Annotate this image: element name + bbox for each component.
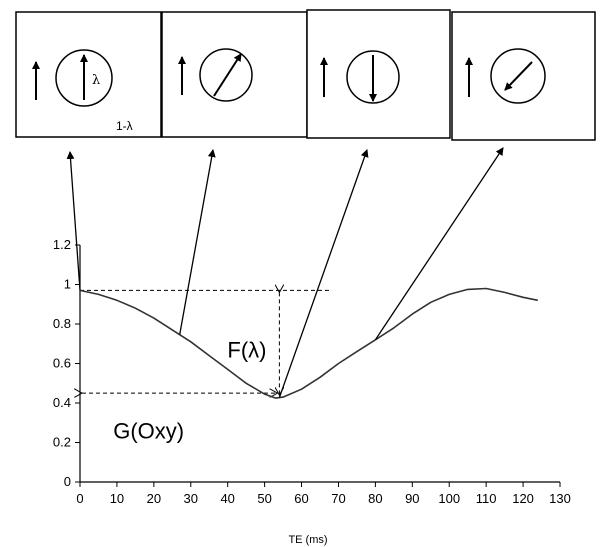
y-tick-label: 0.8 (53, 316, 71, 331)
x-tick-label: 120 (512, 491, 534, 506)
series-group (79, 287, 538, 399)
spin-lower-left-arrow-icon (504, 61, 533, 91)
y-tick-label: 1 (64, 277, 71, 292)
panel-pointer-arrow-1 (66, 151, 81, 291)
f-lambda-annotation: F(λ) (227, 338, 266, 363)
x-tick-label: 130 (549, 491, 571, 506)
x-tick-label: 10 (110, 491, 124, 506)
spin-panel-3 (306, 9, 451, 139)
reference-lines (80, 290, 332, 395)
spin-panel-2 (161, 11, 308, 138)
spin-panel-4 (451, 11, 596, 141)
x-tick-label: 30 (184, 491, 198, 506)
series-line-1 (79, 287, 538, 399)
x-tick-label: 80 (368, 491, 382, 506)
x-tick-label: 110 (476, 491, 497, 506)
spin-panels: λ 1-λ (15, 9, 596, 141)
spin-panel-1: λ 1-λ (15, 11, 162, 138)
spin-circle (490, 48, 546, 104)
panel-pointer-arrow-2 (179, 149, 216, 335)
axes: 0 10 20 30 40 50 60 70 80 90 100 110 120 130 0 0.2 0.4 0.… (53, 237, 571, 506)
y-tick-label: 0.6 (53, 356, 71, 371)
x-tick-label: 20 (147, 491, 161, 506)
spin-upper-right-arrow-icon (213, 53, 242, 97)
panel-pointer-arrow-3 (278, 149, 369, 398)
panel-pointer-arrow-4 (374, 147, 504, 341)
spin-circle (55, 49, 113, 107)
spin-circle (346, 50, 400, 104)
y-tick-label: 0 (64, 474, 71, 489)
panel-pointer-arrows (66, 147, 504, 398)
x-tick-label: 100 (438, 491, 460, 506)
x-axis-label: TE (ms) (288, 534, 327, 546)
x-tick-label: 40 (220, 491, 234, 506)
y-tick-label: 0.2 (53, 435, 71, 450)
lambda-label: λ (92, 73, 100, 88)
y-tick-label: 1.2 (53, 237, 71, 252)
x-tick-label: 50 (257, 491, 271, 506)
x-tick-label: 90 (405, 491, 419, 506)
y-tick-label: 0.4 (53, 395, 71, 410)
x-tick-label: 0 (76, 491, 83, 506)
g-oxy-annotation: G(Oxy) (113, 419, 184, 444)
spin-circle (199, 48, 253, 102)
one-minus-lambda-label: 1-λ (116, 119, 133, 133)
x-tick-label: 70 (331, 491, 345, 506)
x-tick-label: 60 (294, 491, 308, 506)
